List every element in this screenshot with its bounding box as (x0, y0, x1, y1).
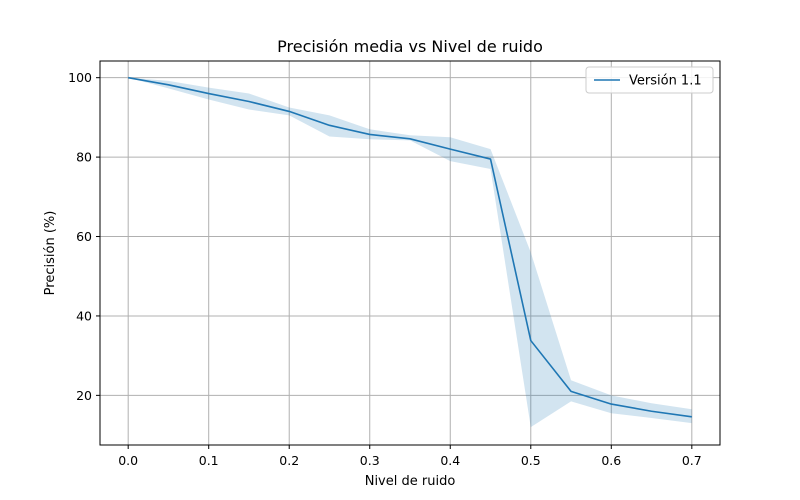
x-axis-label: Nivel de ruido (365, 474, 456, 489)
x-tick-label: 0.7 (682, 453, 702, 468)
y-tick-label: 60 (76, 229, 92, 244)
y-axis-label: Precisión (%) (43, 211, 58, 296)
y-tick-label: 40 (76, 308, 92, 323)
x-tick-label: 0.2 (279, 453, 299, 468)
x-tick-label: 0.5 (521, 453, 541, 468)
legend-label: Versión 1.1 (629, 74, 702, 89)
x-tick-label: 0.6 (601, 453, 621, 468)
chart-title: Precisión media vs Nivel de ruido (277, 37, 543, 56)
plot-frame (99, 60, 721, 446)
x-tick-label: 0.3 (360, 453, 380, 468)
x-tick-label: 0.0 (118, 453, 138, 468)
confidence-band (128, 77, 692, 428)
y-tick-label: 100 (68, 70, 92, 85)
confidence-bands (128, 77, 692, 428)
y-axis-ticks: 20 40 60 80 100 (68, 70, 100, 403)
y-tick-label: 80 (76, 150, 92, 165)
x-tick-label: 0.4 (440, 453, 460, 468)
x-axis-ticks: 0.0 0.1 0.2 0.3 0.4 0.5 0.6 0.7 (118, 445, 702, 468)
y-tick-label: 20 (76, 388, 92, 403)
series-line (128, 76, 692, 418)
series-lines (128, 76, 692, 418)
grid (100, 61, 720, 445)
legend-box (585, 66, 714, 94)
x-tick-label: 0.1 (199, 453, 219, 468)
plot-area (100, 61, 720, 445)
legend: Versión 1.1 (585, 66, 714, 94)
